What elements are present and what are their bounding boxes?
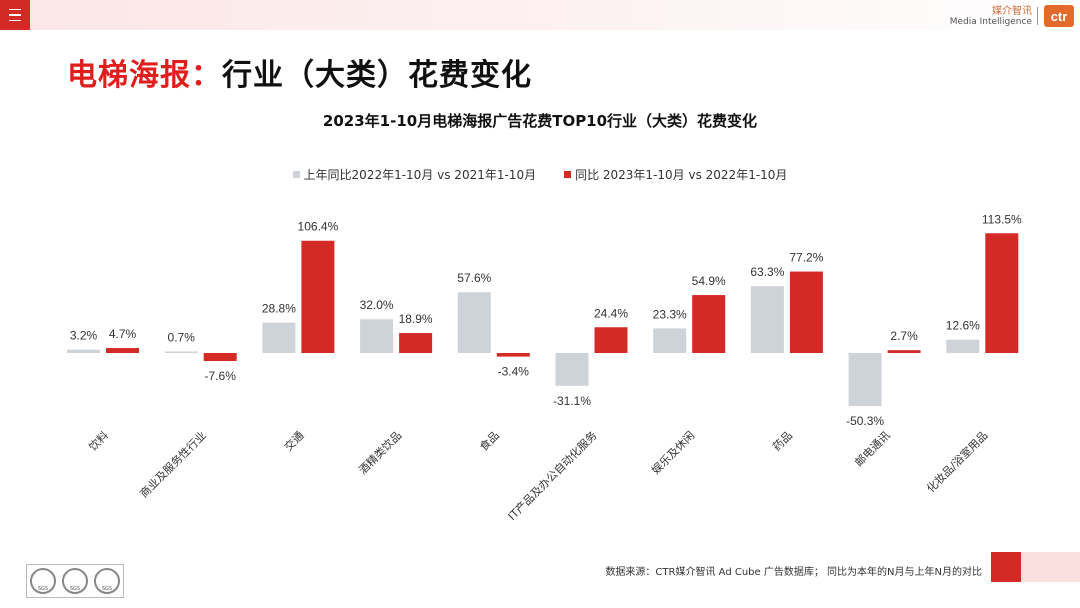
data-label-prev-5: -31.1% <box>553 394 591 408</box>
bar-prev-4 <box>457 292 491 353</box>
data-label-prev-0: 3.2% <box>70 329 98 343</box>
brand-en: Media Intelligence <box>949 17 1032 27</box>
bar-prev-6 <box>653 328 687 353</box>
bar-curr-1 <box>203 353 237 362</box>
bar-prev-3 <box>360 319 394 353</box>
bar-curr-3 <box>399 333 433 353</box>
category-label-6: 娱乐及休闲 <box>649 428 698 477</box>
category-label-4: 食品 <box>476 428 501 453</box>
category-label-1: 商业及服务性行业 <box>137 428 209 500</box>
category-label-7: 药品 <box>770 429 795 454</box>
bar-curr-8 <box>887 350 921 353</box>
page-title: 电梯海报：行业（大类）花费变化 <box>67 50 532 94</box>
data-label-prev-1: 0.7% <box>168 331 196 345</box>
brand-text: 媒介智讯 Media Intelligence <box>950 6 1032 28</box>
category-label-3: 酒精类饮品 <box>355 428 404 477</box>
menu-button[interactable] <box>0 0 30 30</box>
legend-label-curr: 同比 2023年1-10月 vs 2022年1-10月 <box>575 168 788 182</box>
data-label-curr-8: 2.7% <box>890 329 918 343</box>
data-label-prev-3: 32.0% <box>360 298 394 312</box>
data-label-prev-2: 28.8% <box>262 302 296 316</box>
bar-curr-6 <box>692 295 726 353</box>
footer-accent-red <box>991 552 1021 582</box>
data-label-curr-7: 77.2% <box>789 251 823 265</box>
sgs-certification: SGS SGS SGS <box>26 564 124 598</box>
page-title-prefix: 电梯海报： <box>67 58 222 93</box>
data-label-prev-8: -50.3% <box>846 414 884 428</box>
legend-label-prev: 上年同比2022年1-10月 vs 2021年1-10月 <box>303 168 537 182</box>
data-label-curr-6: 54.9% <box>692 274 726 288</box>
bar-curr-5 <box>594 327 628 353</box>
sgs-badge-icon: SGS <box>62 568 88 594</box>
data-label-curr-3: 18.9% <box>399 312 433 326</box>
bar-prev-0 <box>67 349 100 353</box>
bar-curr-7 <box>789 271 823 353</box>
data-label-curr-9: 113.5% <box>982 212 1022 226</box>
data-label-curr-2: 106.4% <box>298 220 339 234</box>
brand-cn: 媒介智讯 <box>992 6 1032 17</box>
bar-chart: 3.2% 4.7% 饮料 0.7% -7.6% 商业及服务性行业 28.8% 106.4% 交通… <box>67 212 1022 523</box>
data-label-prev-4: 57.6% <box>457 271 491 285</box>
chart-title: 2023年1-10月电梯海报广告花费TOP10行业（大类）花费变化 <box>322 112 758 130</box>
brand-divider <box>1037 7 1038 25</box>
data-label-prev-7: 63.3% <box>750 265 784 279</box>
top-bar <box>0 0 1080 30</box>
bar-curr-0 <box>106 348 139 353</box>
category-label-8: 邮电通讯 <box>852 429 892 469</box>
bar-prev-8 <box>848 353 882 407</box>
bar-prev-5 <box>555 353 589 386</box>
category-label-2: 交通 <box>281 428 306 453</box>
category-label-0: 饮料 <box>86 428 111 453</box>
sgs-badge-icon: SGS <box>30 568 56 594</box>
data-label-curr-1: -7.6% <box>205 369 237 383</box>
bar-curr-4 <box>496 353 530 357</box>
chart-legend: 上年同比2022年1-10月 vs 2021年1-10月 同比 2023年1-1… <box>0 166 1080 183</box>
data-label-curr-0: 4.7% <box>109 327 137 341</box>
bar-curr-9 <box>985 233 1019 353</box>
legend-swatch-prev <box>292 171 300 178</box>
page-title-main: 行业（大类）花费变化 <box>222 58 532 93</box>
bar-prev-7 <box>750 286 784 353</box>
menu-icon <box>9 7 21 24</box>
bar-prev-9 <box>946 339 980 353</box>
sgs-badge-icon: SGS <box>94 568 120 594</box>
legend-item-prev: 上年同比2022年1-10月 vs 2021年1-10月 <box>292 166 537 183</box>
data-label-curr-5: 24.4% <box>594 306 628 320</box>
ctr-logo: ctr <box>1044 5 1074 27</box>
data-source-note: 数据来源：CTR媒介智讯 Ad Cube 广告数据库； 同比为本年的N月与上年N… <box>605 567 982 578</box>
category-label-5: IT产品及办公自动化服务 <box>505 428 600 523</box>
bar-curr-2 <box>301 240 335 353</box>
legend-swatch-curr <box>564 171 572 178</box>
footer-accent-pink <box>1021 552 1080 582</box>
data-label-prev-9: 12.6% <box>946 319 980 333</box>
legend-item-curr: 同比 2023年1-10月 vs 2022年1-10月 <box>564 166 787 183</box>
data-label-prev-6: 23.3% <box>653 307 687 321</box>
bar-prev-1 <box>164 351 198 353</box>
category-label-9: 化妆品/浴室用品 <box>923 428 990 495</box>
data-label-curr-4: -3.4% <box>498 365 530 379</box>
bar-prev-2 <box>262 322 296 353</box>
